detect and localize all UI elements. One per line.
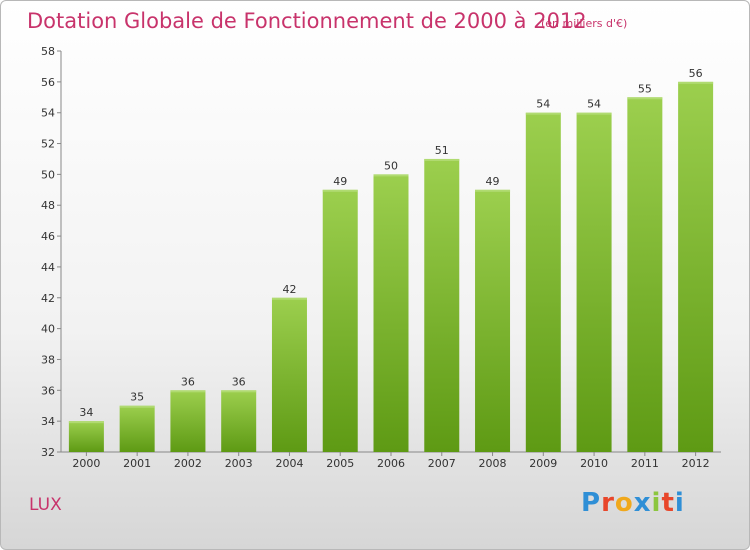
y-tick-label: 38 xyxy=(41,353,55,366)
x-tick-label: 2006 xyxy=(377,457,405,470)
y-tick-label: 50 xyxy=(41,168,55,181)
bar-highlight xyxy=(373,174,409,177)
x-tick-label: 2007 xyxy=(428,457,456,470)
bar-value-label: 56 xyxy=(689,67,703,80)
bar-value-label: 36 xyxy=(181,375,195,388)
bar xyxy=(475,189,511,453)
x-tick-label: 2004 xyxy=(275,457,303,470)
bar xyxy=(424,158,460,452)
chart-labels: 34 2000 35 2001 36 2002 36 2003 42 2004 49 2005 50 20… xyxy=(72,67,709,470)
y-tick-label: 56 xyxy=(41,76,55,89)
logo-letter: r xyxy=(601,488,615,518)
bar-value-label: 49 xyxy=(333,175,347,188)
bar xyxy=(576,112,612,452)
x-tick-label: 2010 xyxy=(580,457,608,470)
y-tick-label: 32 xyxy=(41,446,55,459)
bar xyxy=(68,421,104,452)
bar-value-label: 42 xyxy=(282,283,296,296)
x-tick-label: 2011 xyxy=(631,457,659,470)
y-tick-label: 54 xyxy=(41,107,55,120)
bar-highlight xyxy=(678,81,714,84)
y-tick-label: 46 xyxy=(41,230,55,243)
y-tick-label: 44 xyxy=(41,261,55,274)
y-tick-label: 58 xyxy=(41,45,55,58)
x-tick-label: 2009 xyxy=(529,457,557,470)
x-tick-label: 2000 xyxy=(72,457,100,470)
bar xyxy=(271,297,307,452)
y-tick-label: 52 xyxy=(41,138,55,151)
bar-highlight xyxy=(576,112,612,115)
bar xyxy=(627,97,663,453)
bar-highlight xyxy=(221,390,257,393)
bar-value-label: 35 xyxy=(130,391,144,404)
logo-letter: i xyxy=(674,488,685,518)
bar xyxy=(322,189,358,453)
y-tick-label: 48 xyxy=(41,199,55,212)
x-tick-label: 2012 xyxy=(682,457,710,470)
bar xyxy=(678,81,714,452)
bar-highlight xyxy=(170,390,206,393)
y-tick-label: 42 xyxy=(41,292,55,305)
y-tick-label: 36 xyxy=(41,384,55,397)
logo-letter: t xyxy=(661,488,675,518)
chart-axes: 32 34 36 38 40 42 44 46 48 50 52 54 56 58 xyxy=(41,45,721,459)
bar-highlight xyxy=(475,189,511,192)
chart-subtitle: (en milliers d'€) xyxy=(541,17,628,30)
y-tick-label: 40 xyxy=(41,323,55,336)
x-tick-label: 2005 xyxy=(326,457,354,470)
bar-highlight xyxy=(424,158,460,161)
y-tick-label: 34 xyxy=(41,415,55,428)
place-name: LUX xyxy=(29,495,62,515)
x-tick-label: 2001 xyxy=(123,457,151,470)
bar-value-label: 36 xyxy=(232,375,246,388)
bar xyxy=(221,390,257,452)
bar xyxy=(525,112,561,452)
bar xyxy=(119,405,155,452)
bar-value-label: 50 xyxy=(384,159,398,172)
logo-letter: x xyxy=(633,488,652,518)
bar-value-label: 49 xyxy=(486,175,500,188)
bar-value-label: 51 xyxy=(435,144,449,157)
bar xyxy=(373,174,409,452)
x-tick-label: 2002 xyxy=(174,457,202,470)
chart-title: Dotation Globale de Fonctionnement de 20… xyxy=(27,9,587,33)
bar-value-label: 55 xyxy=(638,82,652,95)
chart-bars xyxy=(68,81,714,453)
logo-letter: P xyxy=(581,488,602,518)
logo-letter: i xyxy=(651,488,662,518)
bar-highlight xyxy=(68,421,104,424)
bar xyxy=(170,390,206,452)
logo-letter: o xyxy=(614,488,634,518)
proxiti-logo[interactable]: Proxiti xyxy=(581,488,685,518)
bar-value-label: 54 xyxy=(587,98,601,111)
bar-highlight xyxy=(525,112,561,115)
bar-highlight xyxy=(627,97,663,100)
bar-highlight xyxy=(119,405,155,408)
bar-value-label: 54 xyxy=(536,98,550,111)
bar-value-label: 34 xyxy=(79,406,93,419)
bar-highlight xyxy=(322,189,358,192)
x-tick-label: 2008 xyxy=(479,457,507,470)
x-tick-label: 2003 xyxy=(225,457,253,470)
bar-highlight xyxy=(271,297,307,300)
